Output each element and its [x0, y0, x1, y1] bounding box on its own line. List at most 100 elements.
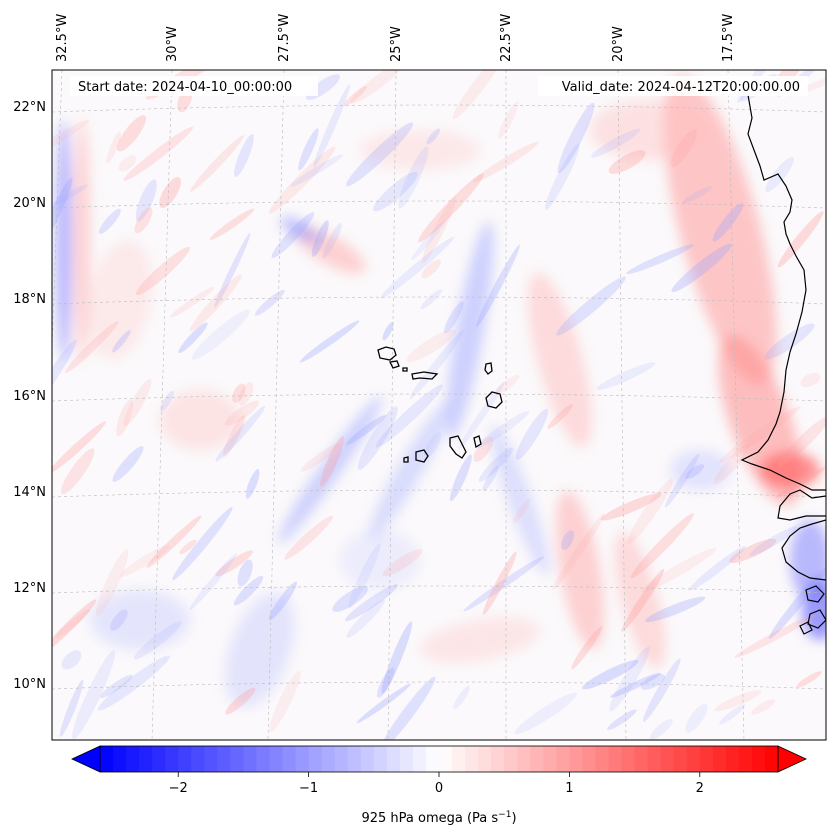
omega-streak [190, 135, 245, 192]
island-maio [473, 435, 482, 449]
omega-streak [298, 128, 319, 171]
omega-anomaly [802, 580, 826, 640]
omega-streak [255, 289, 285, 316]
omega-streak [800, 372, 821, 388]
omega-streak [600, 493, 662, 521]
omega-streak [777, 211, 824, 268]
omega-streak [178, 322, 208, 354]
colorbar-segment [569, 746, 583, 772]
colorbar-segment [465, 746, 479, 772]
omega-streak [322, 222, 342, 259]
omega-streak [478, 447, 514, 482]
colorbar-segment [243, 746, 257, 772]
omega-streak [547, 404, 573, 429]
omega-streak [311, 220, 329, 258]
colorbar-segment [712, 746, 727, 772]
colorbar-segment [582, 746, 596, 772]
omega-anomaly [368, 400, 452, 540]
omega-streak [627, 478, 674, 544]
omega-anomaly [74, 120, 90, 360]
colorbar-segment [347, 746, 362, 772]
omega-streak [376, 667, 395, 698]
omega-streak [608, 150, 646, 174]
coastlines [740, 94, 826, 635]
colorbar-segment [491, 746, 505, 772]
omega-streak [382, 549, 423, 577]
graticule [52, 70, 826, 740]
colorbar-segment [178, 746, 192, 772]
omega-streak [796, 671, 822, 688]
omega-streak [610, 672, 661, 698]
colorbar-segment [282, 746, 297, 772]
valid-date-box: Valid_date: 2024-04-12T20:00:00.00 [538, 76, 808, 96]
omega-streak [411, 220, 446, 261]
omega-streak [237, 559, 253, 587]
omega-streak [146, 515, 202, 568]
omega-streak [299, 320, 360, 363]
omega-streak [420, 289, 442, 310]
omega-anomaly [490, 424, 550, 576]
colorbar-tick-label: 0 [435, 781, 443, 796]
lat-tick-label: 14°N [13, 485, 46, 500]
colorbar-segment [373, 746, 388, 772]
omega-streak [320, 436, 344, 488]
omega-streak [268, 146, 336, 214]
omega-streak [665, 453, 700, 508]
colorbar-segment [530, 746, 544, 772]
colorbar-segment [386, 746, 401, 772]
omega-streak [514, 692, 577, 735]
omega-streak [346, 599, 386, 638]
omega-anomaly [528, 272, 592, 448]
omega-anomaly [56, 120, 72, 360]
colorbar-segment [634, 746, 649, 772]
colorbar-segment [504, 746, 518, 772]
omega-streak [55, 609, 91, 639]
omega-streak [641, 547, 717, 593]
omega-streak [110, 609, 128, 631]
colorbar-segment [204, 746, 218, 772]
omega-streak [284, 515, 333, 560]
omega-streak [685, 464, 705, 479]
colorbar-segment [360, 746, 375, 772]
omega-anomaly [790, 520, 826, 600]
omega-streak [777, 415, 826, 467]
omega-streak [453, 686, 470, 709]
lon-tick-label: 27.5°W [277, 14, 292, 62]
omega-streak [685, 703, 708, 733]
omega-streak [223, 415, 246, 457]
omega-streak [106, 131, 121, 164]
omega-streak [714, 690, 762, 712]
omega-streak [123, 379, 152, 427]
omega-streak [238, 382, 254, 406]
omega-streak [381, 621, 413, 694]
omega-streak [607, 709, 637, 730]
colorbar-segment [725, 746, 740, 772]
omega-streak [682, 186, 713, 204]
colorbar-segment [647, 746, 662, 772]
omega-streak [582, 659, 639, 690]
omega-anomaly [670, 450, 730, 490]
lat-tick-label: 18°N [13, 292, 46, 307]
omega-streak [406, 329, 456, 362]
omega-streak [300, 443, 340, 472]
island-sal [484, 362, 493, 375]
colorbar-segment [113, 746, 127, 772]
omega-anomaly [277, 396, 383, 544]
omega-field [52, 70, 826, 740]
omega-streak [60, 448, 95, 495]
omega-streak [380, 236, 455, 299]
colorbar-segment [334, 746, 349, 772]
lon-tick-label: 22.5°W [499, 14, 514, 62]
colorbar-segment [152, 746, 166, 772]
omega-streak [424, 432, 442, 459]
omega-streak [712, 203, 744, 242]
lat-tick-label: 20°N [13, 196, 46, 211]
lon-tick-label: 30°W [165, 26, 180, 62]
omega-streak [450, 454, 472, 502]
omega-anomaly [160, 390, 240, 450]
omega-streak [59, 679, 84, 737]
omega-streak [119, 544, 170, 578]
colorbar-segment [230, 746, 244, 772]
omega-streak [133, 621, 182, 660]
omega-streak [345, 122, 414, 187]
